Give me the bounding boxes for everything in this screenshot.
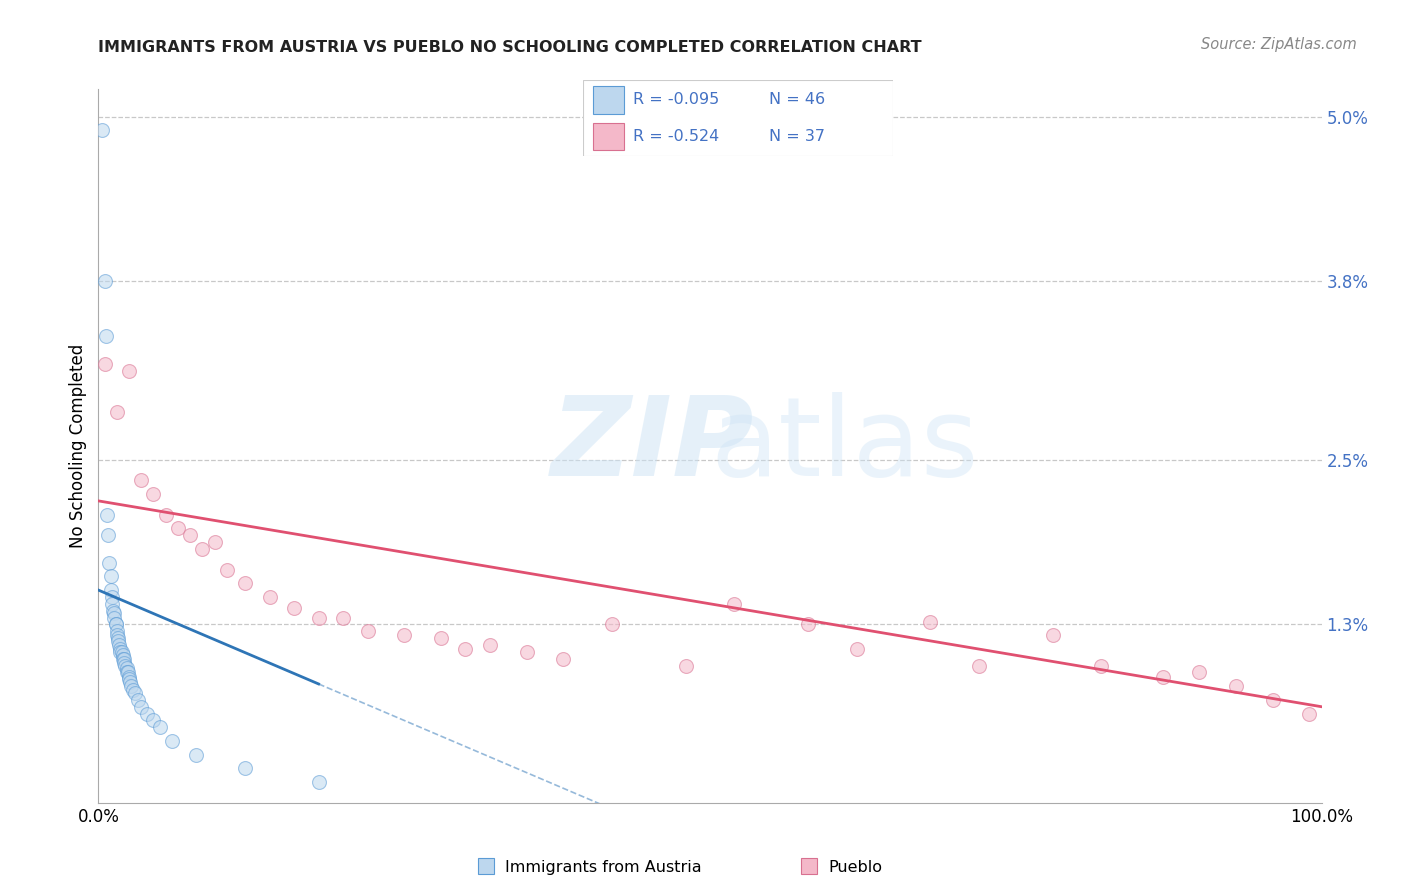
Point <box>97 528 120 542</box>
Y-axis label: No Schooling Completed: No Schooling Completed <box>69 344 87 548</box>
Point <box>107 631 129 645</box>
Point <box>115 661 138 675</box>
Point <box>845 642 868 657</box>
Point <box>142 714 165 728</box>
Point <box>93 357 115 371</box>
Point <box>115 665 138 680</box>
Point <box>553 651 575 665</box>
Point <box>308 775 330 789</box>
Point <box>215 562 238 576</box>
Point <box>96 508 118 522</box>
Point <box>110 642 132 657</box>
Point <box>103 607 125 621</box>
Point <box>191 541 214 556</box>
Point <box>105 405 128 419</box>
Point <box>1152 669 1174 683</box>
Point <box>129 699 152 714</box>
Point <box>91 123 114 137</box>
Text: Pueblo: Pueblo <box>828 860 883 874</box>
Text: Source: ZipAtlas.com: Source: ZipAtlas.com <box>1201 37 1357 53</box>
Point <box>308 610 330 624</box>
Point <box>136 706 159 721</box>
Point <box>114 658 136 673</box>
Point <box>454 642 477 657</box>
Point <box>1298 706 1320 721</box>
Point <box>478 638 501 652</box>
Point <box>149 720 172 734</box>
Point <box>103 610 125 624</box>
Point <box>675 658 697 673</box>
Point <box>105 628 128 642</box>
Point <box>101 597 124 611</box>
Point <box>111 651 134 665</box>
Point <box>233 576 256 591</box>
Point <box>920 615 942 629</box>
Point <box>167 521 190 535</box>
Point <box>111 645 134 659</box>
Point <box>259 590 281 604</box>
Point <box>430 631 453 645</box>
Point <box>108 638 131 652</box>
Point <box>1261 693 1284 707</box>
Point <box>110 645 132 659</box>
Text: atlas: atlas <box>710 392 979 500</box>
Point <box>179 528 201 542</box>
Point <box>155 508 177 522</box>
Point <box>112 656 135 670</box>
Point <box>117 665 139 680</box>
Point <box>233 762 256 776</box>
Point <box>723 597 745 611</box>
Point <box>204 535 226 549</box>
Point <box>129 473 152 487</box>
Point <box>93 274 115 288</box>
Point <box>118 669 141 683</box>
Point <box>111 648 134 662</box>
Point <box>142 487 165 501</box>
Point <box>600 617 623 632</box>
Point <box>101 590 124 604</box>
FancyBboxPatch shape <box>583 80 893 156</box>
Point <box>104 617 127 632</box>
Point <box>104 617 127 632</box>
Point <box>121 683 143 698</box>
Point <box>1042 628 1064 642</box>
Text: IMMIGRANTS FROM AUSTRIA VS PUEBLO NO SCHOOLING COMPLETED CORRELATION CHART: IMMIGRANTS FROM AUSTRIA VS PUEBLO NO SCH… <box>98 40 922 55</box>
Point <box>1090 658 1112 673</box>
Point <box>107 633 129 648</box>
Point <box>186 747 208 762</box>
Point <box>124 686 146 700</box>
Point <box>283 601 305 615</box>
Point <box>100 583 122 598</box>
Point <box>332 610 354 624</box>
FancyBboxPatch shape <box>593 87 624 113</box>
Point <box>797 617 820 632</box>
Point <box>118 673 141 687</box>
Point <box>392 628 416 642</box>
Point <box>967 658 990 673</box>
Point <box>94 329 117 343</box>
Point <box>120 675 142 690</box>
Text: ZIP: ZIP <box>551 392 755 500</box>
Text: Immigrants from Austria: Immigrants from Austria <box>505 860 702 874</box>
Text: N = 46: N = 46 <box>769 93 825 108</box>
Point <box>118 363 141 377</box>
Point <box>112 651 135 665</box>
Point <box>356 624 378 639</box>
Text: R = -0.524: R = -0.524 <box>633 128 720 144</box>
Point <box>100 569 122 583</box>
Point <box>98 556 121 570</box>
Text: R = -0.095: R = -0.095 <box>633 93 720 108</box>
FancyBboxPatch shape <box>593 123 624 150</box>
Point <box>105 624 128 639</box>
Point <box>160 734 183 748</box>
Point <box>1188 665 1211 680</box>
Point <box>120 679 142 693</box>
Point <box>101 604 124 618</box>
Point <box>516 645 538 659</box>
Point <box>127 693 149 707</box>
Text: N = 37: N = 37 <box>769 128 825 144</box>
Point <box>1225 679 1247 693</box>
